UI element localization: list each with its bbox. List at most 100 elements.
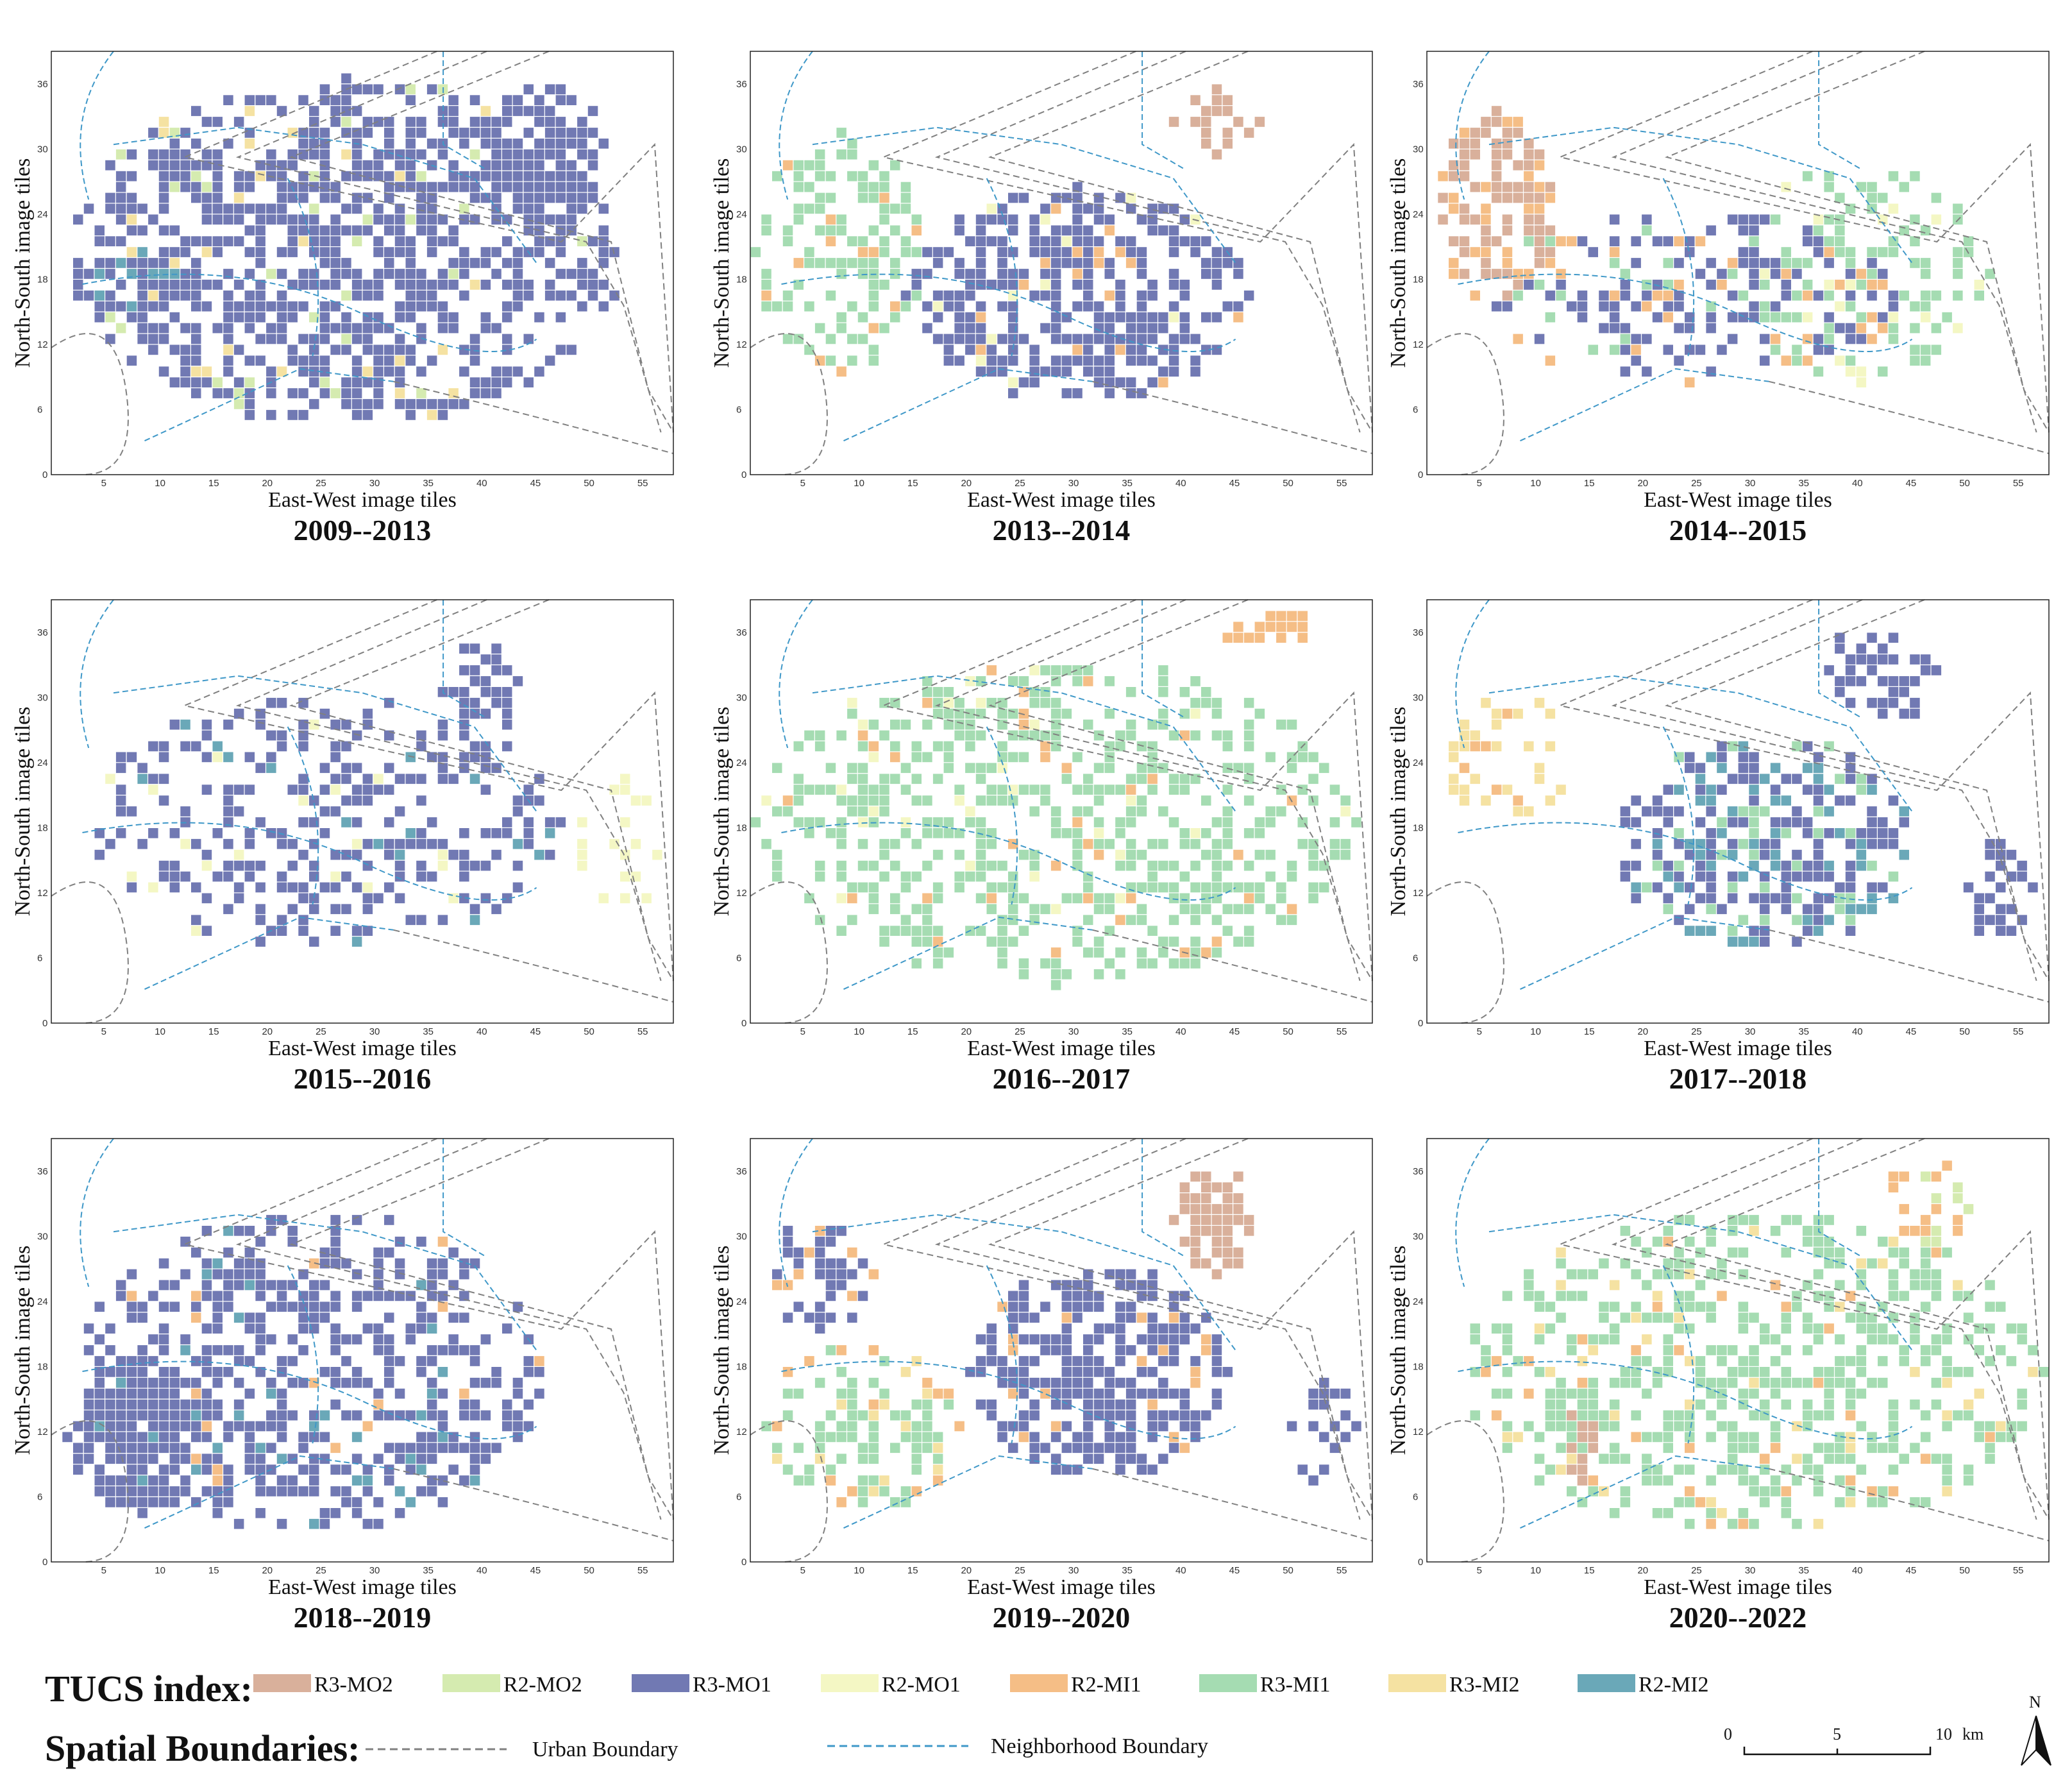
tile-r3-mo1 xyxy=(480,676,491,686)
tile-r3-mo1 xyxy=(351,388,362,398)
tile-r3-mo1 xyxy=(384,784,394,795)
tile-r3-mi1 xyxy=(814,203,825,214)
tile-r3-mo1 xyxy=(502,741,512,752)
tile-r3-mo1 xyxy=(115,1475,126,1486)
tile-r3-mo1 xyxy=(244,752,255,763)
tile-r3-mo1 xyxy=(1888,632,1899,643)
tile-r3-mi1 xyxy=(1072,752,1082,763)
tile-r2-mi1 xyxy=(857,247,868,257)
tile-r3-mo2 xyxy=(1222,106,1233,116)
tile-r3-mo1 xyxy=(459,1312,469,1323)
tile-r3-mi1 xyxy=(1845,1377,1856,1388)
tile-r3-mi1 xyxy=(1104,676,1115,686)
tile-r3-mo1 xyxy=(1824,312,1834,323)
tile-r3-mi1 xyxy=(1545,1464,1556,1475)
tile-r3-mi1 xyxy=(900,182,911,192)
tile-r2-mi1 xyxy=(1920,1226,1931,1236)
tile-r3-mo1 xyxy=(1760,904,1770,915)
tile-r3-mi1 xyxy=(1513,1356,1523,1366)
tile-r3-mi1 xyxy=(890,926,900,936)
tile-r3-mo1 xyxy=(1781,871,1791,882)
origin-tick-label: 0 xyxy=(741,1557,746,1568)
tile-r3-mi1 xyxy=(1233,763,1243,774)
tile-r3-mo1 xyxy=(405,258,416,268)
x-tick-label: 35 xyxy=(423,1026,434,1037)
tile-r3-mi1 xyxy=(804,258,814,268)
tile-r3-mo1 xyxy=(502,95,512,105)
x-tick-label: 55 xyxy=(1336,1565,1347,1576)
tile-r3-mo1 xyxy=(319,149,330,160)
tile-r3-mo1 xyxy=(158,334,169,344)
tile-r3-mo2 xyxy=(1502,182,1513,192)
tile-r3-mi1 xyxy=(1125,915,1136,926)
tile-r3-mo1 xyxy=(1685,312,1695,323)
tile-r3-mo1 xyxy=(469,377,480,387)
tile-r3-mo2 xyxy=(1243,128,1254,138)
y-tick-label: 12 xyxy=(1413,888,1424,899)
x-tick-label: 30 xyxy=(369,1565,380,1576)
tile-r3-mo1 xyxy=(180,171,190,182)
tile-r3-mo1 xyxy=(1308,1421,1318,1432)
tile-r3-mo1 xyxy=(351,377,362,387)
tile-r3-mo1 xyxy=(1792,937,1802,947)
y-tick-label: 24 xyxy=(37,1296,48,1307)
tile-r3-mi1 xyxy=(868,160,879,171)
tile-r3-mi1 xyxy=(1931,1280,1942,1291)
tile-r3-mo1 xyxy=(191,1356,201,1366)
tile-r3-mo1 xyxy=(319,763,330,774)
y-axis-title: North-South image tiles xyxy=(710,1246,734,1455)
tile-r3-mo2 xyxy=(1459,171,1470,182)
tile-r3-mo1 xyxy=(534,795,544,806)
tile-r3-mo1 xyxy=(1878,828,1888,838)
tile-r3-mo1 xyxy=(1104,269,1115,279)
tile-r2-mi1 xyxy=(1867,280,1877,290)
tile-r3-mo1 xyxy=(1072,1301,1082,1312)
tile-r3-mo1 xyxy=(1083,1334,1093,1344)
tile-r3-mo2 xyxy=(1491,139,1502,149)
tile-r3-mo1 xyxy=(1115,334,1125,344)
tile-r3-mi1 xyxy=(1867,182,1877,192)
tile-r3-mo1 xyxy=(1072,280,1082,290)
tile-r3-mo1 xyxy=(1125,1410,1136,1421)
tile-r3-mi1 xyxy=(1781,1323,1791,1334)
tile-r3-mi1 xyxy=(761,280,771,290)
tile-r3-mo1 xyxy=(319,1312,330,1323)
tile-r3-mo1 xyxy=(1329,1443,1340,1454)
tile-r3-mo1 xyxy=(201,1410,212,1421)
tile-r3-mo1 xyxy=(341,719,351,730)
tile-r3-mo1 xyxy=(373,160,383,171)
tile-r3-mi1 xyxy=(857,171,868,182)
tile-r2-mo2 xyxy=(1920,1236,1931,1247)
tile-r3-mi1 xyxy=(793,214,804,225)
tile-r3-mi1 xyxy=(1211,817,1222,827)
tile-r2-mi2 xyxy=(1738,871,1749,882)
tile-r3-mi1 xyxy=(1663,1334,1673,1344)
tile-r3-mo1 xyxy=(148,128,158,138)
tile-r3-mo2 xyxy=(1534,247,1545,257)
tile-r3-mi1 xyxy=(847,301,857,312)
x-tick-label: 40 xyxy=(476,1026,487,1037)
tile-r3-mo1 xyxy=(1072,1280,1082,1291)
tile-r3-mo1 xyxy=(330,1323,341,1334)
tile-r3-mi1 xyxy=(1824,334,1834,344)
tile-r3-mo1 xyxy=(266,1443,276,1454)
tile-r3-mo1 xyxy=(351,323,362,334)
tile-r3-mo1 xyxy=(1018,1334,1029,1344)
tile-r3-mi1 xyxy=(1093,904,1104,915)
tile-r3-mo1 xyxy=(502,828,512,838)
tile-r3-mi1 xyxy=(1802,1226,1813,1236)
tile-r3-mo1 xyxy=(426,301,437,312)
tile-r3-mo1 xyxy=(1008,312,1018,323)
neighborhood-boundary-label: Neighborhood Boundary xyxy=(991,1734,1208,1758)
tile-r3-mo1 xyxy=(814,1312,825,1323)
tile-r3-mi1 xyxy=(1974,1432,1984,1443)
tile-r3-mi1 xyxy=(1609,1399,1620,1410)
tile-r3-mo1 xyxy=(276,741,287,752)
tile-r3-mo2 xyxy=(1201,1258,1211,1269)
tile-r3-mi2 xyxy=(1449,774,1459,784)
tile-r3-mo1 xyxy=(1835,323,1845,334)
tile-r3-mo1 xyxy=(1040,1345,1050,1355)
tile-r3-mi1 xyxy=(1867,1443,1877,1454)
tile-r3-mi1 xyxy=(1609,1454,1620,1464)
tile-r3-mo1 xyxy=(1104,355,1115,366)
